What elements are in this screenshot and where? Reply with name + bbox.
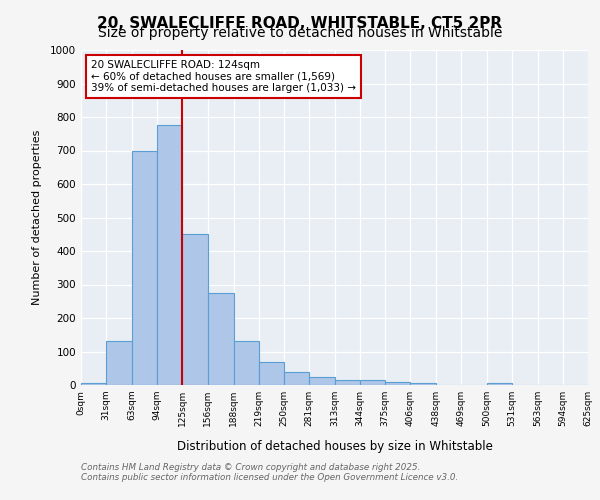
Bar (182, 234, 208, 385)
Bar (385, 382, 410, 385)
Bar (208, 293, 233, 385)
Bar (81, 384, 106, 385)
Y-axis label: Number of detached properties: Number of detached properties (32, 130, 41, 305)
Bar (360, 380, 385, 385)
Text: 20, SWALECLIFFE ROAD, WHITSTABLE, CT5 2PR: 20, SWALECLIFFE ROAD, WHITSTABLE, CT5 2P… (97, 16, 503, 31)
Bar (335, 380, 360, 385)
Text: Size of property relative to detached houses in Whitstable: Size of property relative to detached ho… (98, 26, 502, 40)
Text: Contains public sector information licensed under the Open Government Licence v3: Contains public sector information licen… (81, 472, 458, 482)
Bar (259, 362, 284, 385)
X-axis label: Distribution of detached houses by size in Whitstable: Distribution of detached houses by size … (176, 440, 493, 453)
Bar (132, 150, 157, 385)
Bar (157, 126, 182, 385)
Text: 20 SWALECLIFFE ROAD: 124sqm
← 60% of detached houses are smaller (1,569)
39% of : 20 SWALECLIFFE ROAD: 124sqm ← 60% of det… (91, 60, 356, 93)
Text: Contains HM Land Registry data © Crown copyright and database right 2025.: Contains HM Land Registry data © Crown c… (81, 462, 421, 471)
Bar (309, 376, 335, 385)
Bar (106, 342, 132, 385)
Bar (487, 384, 512, 385)
Bar (410, 384, 436, 385)
Bar (284, 372, 309, 385)
Bar (233, 342, 259, 385)
